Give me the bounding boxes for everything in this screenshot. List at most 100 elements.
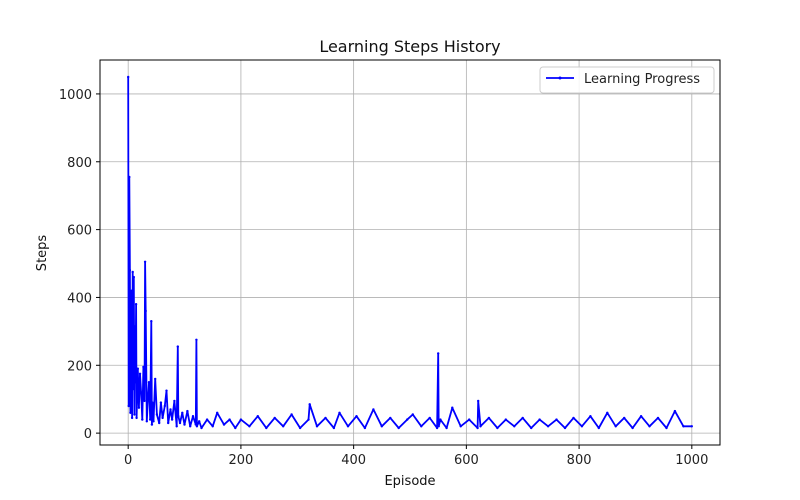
data-point xyxy=(546,425,550,428)
data-point xyxy=(169,408,172,411)
data-point xyxy=(147,381,151,384)
data-point xyxy=(504,418,507,421)
data-point xyxy=(195,338,198,341)
data-point xyxy=(159,401,163,404)
x-tick-label: 0 xyxy=(124,453,132,468)
data-point xyxy=(479,425,482,428)
data-point xyxy=(165,389,168,392)
data-point xyxy=(459,425,462,428)
series-line xyxy=(127,76,692,429)
data-point xyxy=(307,418,310,421)
y-tick-label: 0 xyxy=(84,427,92,442)
data-point xyxy=(176,345,179,348)
legend: Learning Progress xyxy=(539,66,715,94)
data-point xyxy=(127,75,130,79)
x-tick-label: 400 xyxy=(341,453,366,468)
data-point xyxy=(239,418,243,421)
data-point xyxy=(631,426,634,430)
data-point xyxy=(614,425,617,428)
y-tick-label: 400 xyxy=(67,291,92,306)
data-point xyxy=(308,403,311,406)
data-point xyxy=(181,411,184,414)
data-point xyxy=(128,269,132,272)
data-point xyxy=(175,425,178,428)
data-point xyxy=(161,416,164,420)
chart-title: Learning Steps History xyxy=(319,37,500,56)
data-point xyxy=(324,416,327,420)
data-point xyxy=(380,425,383,428)
data-point xyxy=(200,426,203,430)
data-point xyxy=(639,415,643,418)
axis-ticks: 0 200 400 600 800 1000 0 200 400 600 800 1000 xyxy=(59,88,708,468)
data-point xyxy=(589,415,592,418)
data-point xyxy=(222,423,226,426)
data-point xyxy=(397,426,400,430)
series-layer xyxy=(127,75,693,430)
data-point xyxy=(451,406,454,409)
data-point xyxy=(143,399,146,403)
data-point xyxy=(282,425,285,428)
data-point xyxy=(186,409,189,413)
y-tick-label: 600 xyxy=(67,224,92,239)
data-point xyxy=(149,418,152,421)
data-point xyxy=(437,352,440,355)
x-tick-label: 600 xyxy=(454,453,479,468)
data-point xyxy=(191,415,195,418)
data-point xyxy=(139,391,143,394)
legend-box xyxy=(539,66,715,94)
data-point xyxy=(136,367,139,370)
data-point xyxy=(170,418,174,421)
data-point xyxy=(606,411,609,414)
data-point xyxy=(173,399,176,403)
data-point xyxy=(128,175,131,179)
data-point xyxy=(127,404,130,408)
data-point xyxy=(572,416,575,420)
data-point xyxy=(177,415,180,418)
data-point xyxy=(163,404,166,408)
x-tick-label: 200 xyxy=(228,453,253,468)
data-point xyxy=(445,426,448,430)
data-point xyxy=(290,413,293,416)
data-point xyxy=(189,425,192,428)
data-point xyxy=(133,413,136,416)
data-point xyxy=(389,416,392,420)
data-point xyxy=(142,365,145,369)
data-point xyxy=(538,418,541,421)
data-point xyxy=(315,425,319,428)
data-point xyxy=(332,426,336,430)
data-point xyxy=(496,426,499,430)
data-point xyxy=(130,416,134,420)
data-point xyxy=(158,421,161,425)
data-point xyxy=(151,401,154,404)
legend-marker xyxy=(558,76,562,80)
data-point xyxy=(468,418,471,421)
data-point xyxy=(411,413,414,416)
y-axis-label: Steps xyxy=(35,235,50,272)
data-point xyxy=(372,408,375,411)
data-point xyxy=(338,411,341,414)
data-point xyxy=(198,420,201,423)
data-point xyxy=(155,413,159,416)
data-point xyxy=(597,426,600,430)
legend-label: Learning Progress xyxy=(584,72,700,87)
data-point xyxy=(195,425,199,428)
y-tick-label: 1000 xyxy=(59,88,92,103)
data-point xyxy=(580,425,584,428)
data-point xyxy=(256,415,259,418)
data-point xyxy=(130,289,133,292)
data-point xyxy=(439,418,442,421)
data-point xyxy=(234,426,237,430)
data-point xyxy=(406,418,409,421)
data-point xyxy=(129,292,133,296)
data-point xyxy=(178,421,182,425)
data-point xyxy=(205,418,209,421)
data-point xyxy=(150,423,154,426)
data-point xyxy=(152,420,155,423)
data-point xyxy=(656,416,660,420)
y-tick-label: 200 xyxy=(67,359,92,374)
grid-lines xyxy=(100,60,720,445)
plot-frame xyxy=(99,59,721,446)
data-point xyxy=(144,309,147,313)
